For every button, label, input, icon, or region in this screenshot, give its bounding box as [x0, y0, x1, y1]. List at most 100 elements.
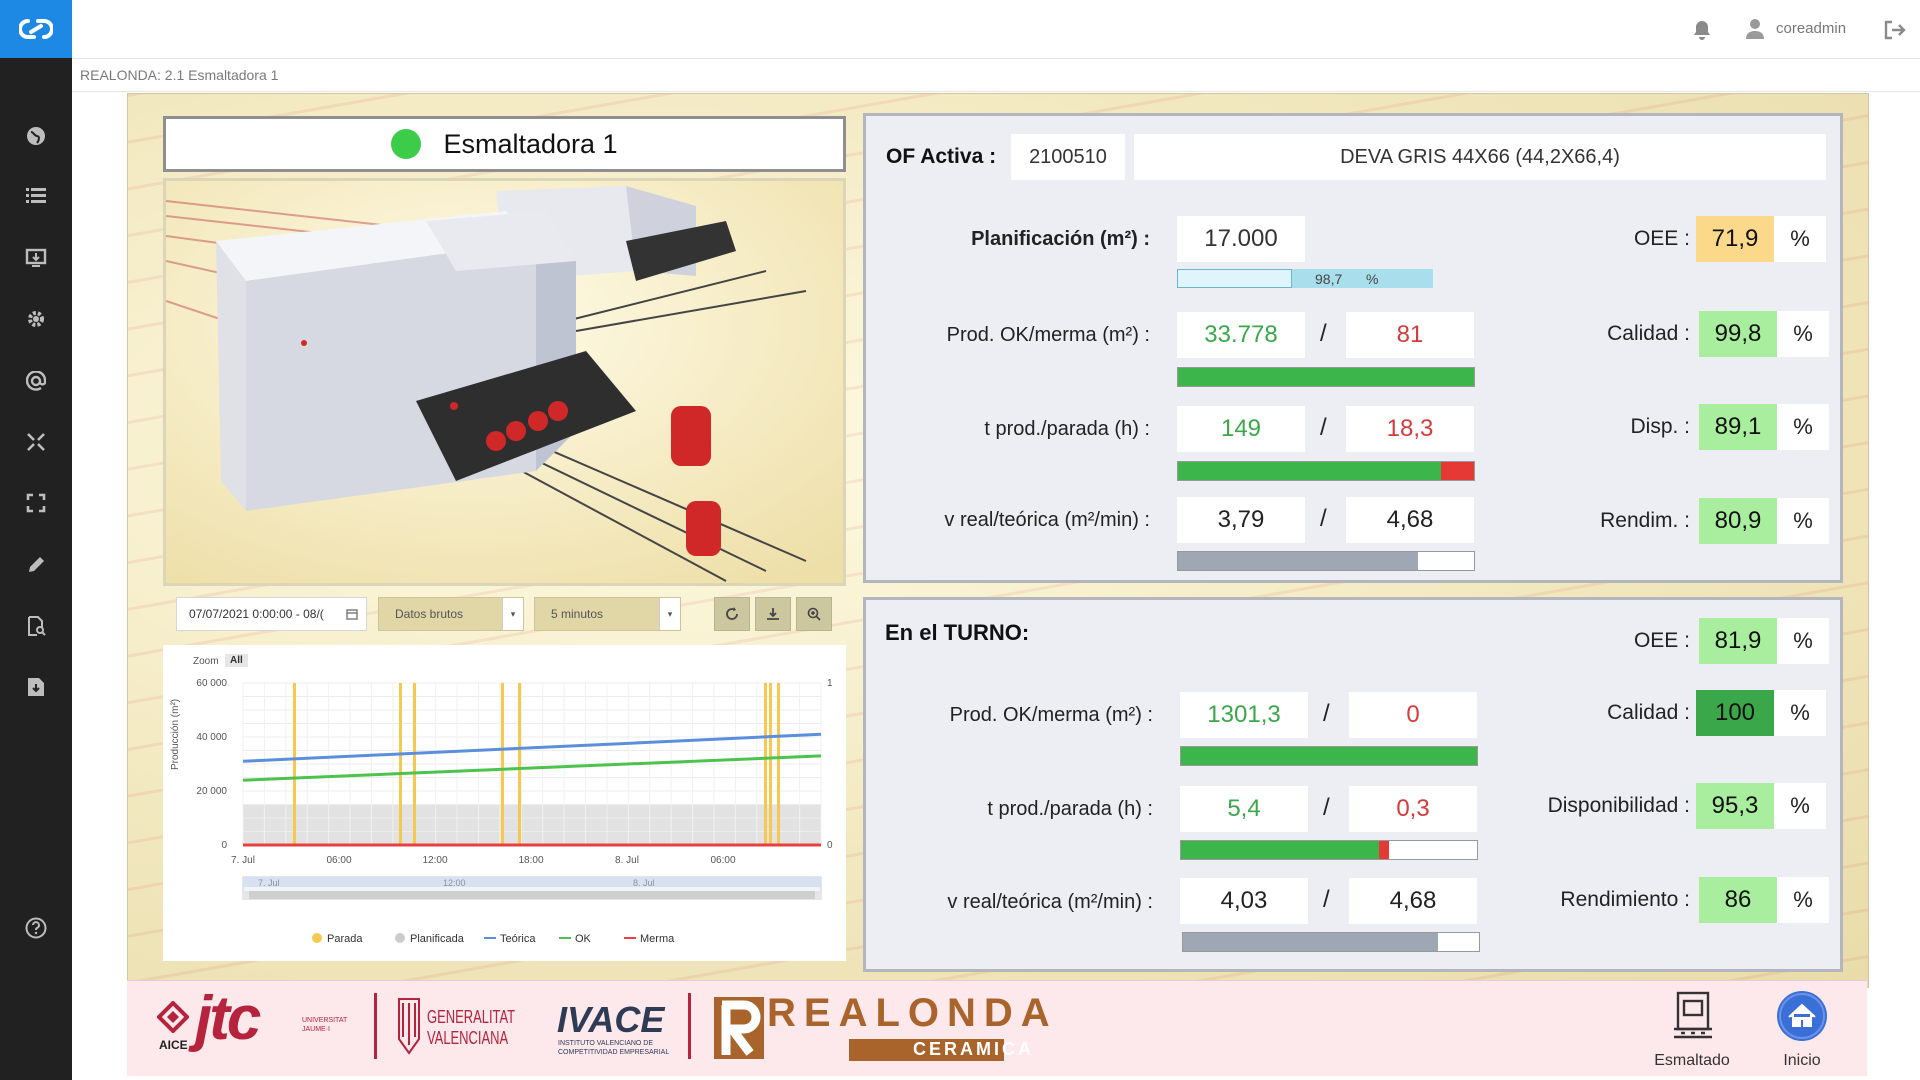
gv-text-1: GENERALITAT — [427, 1007, 516, 1027]
of-number: 2100510 — [1011, 134, 1125, 180]
stop-band — [293, 683, 296, 845]
logout-icon[interactable] — [1884, 20, 1906, 40]
gv-text-2: VALENCIANA — [427, 1028, 509, 1048]
speed-fill — [1178, 552, 1418, 570]
kpi-unit: % — [1774, 216, 1826, 262]
chevron-down-icon[interactable]: ▾ — [659, 598, 680, 630]
app-logo-icon — [19, 19, 53, 39]
footer: AICE jtc UNIVERSITAT JAUME·I GENERALITAT… — [127, 980, 1867, 1076]
help-icon[interactable] — [23, 915, 49, 941]
ivace-logo: IVACE — [557, 999, 665, 1040]
machine-title-box: Esmaltadora 1 — [163, 116, 846, 172]
download-button[interactable] — [755, 597, 791, 631]
realonda-mark — [714, 997, 764, 1059]
app-logo-button[interactable] — [0, 0, 72, 58]
speed-real-value: 3,79 — [1177, 497, 1305, 543]
navigator-tick-label: 8. Jul — [633, 878, 655, 888]
pencil-icon[interactable] — [23, 552, 49, 578]
chart-plot: 60 000 40 000 20 000 0 1 0 7. Jul 06:00 12:00 18:… — [196, 678, 833, 945]
shift-speed-ratio-bar — [1182, 932, 1480, 952]
divider — [374, 993, 377, 1059]
refresh-button[interactable] — [714, 597, 750, 631]
refresh-icon — [726, 607, 738, 620]
stop-band — [769, 683, 772, 845]
kpi-value: 86 — [1699, 877, 1777, 923]
navigator-scroll-thumb — [249, 891, 815, 899]
esmaltado-label: Esmaltado — [1654, 1052, 1730, 1069]
separator: / — [1320, 505, 1327, 532]
time-stop-fill — [1441, 462, 1474, 480]
expand-icon[interactable] — [23, 490, 49, 516]
kpi-unit: % — [1774, 783, 1826, 829]
gv-shield-icon — [398, 998, 420, 1055]
legend-item: Teórica — [500, 933, 536, 945]
x-tick-label: 18:00 — [518, 855, 543, 866]
kpi-unit: % — [1777, 404, 1829, 450]
of-label: OF Activa : — [886, 145, 997, 168]
username[interactable]: coreadmin — [1776, 20, 1847, 37]
download-document-icon[interactable] — [23, 674, 49, 700]
prod-merma-value: 81 — [1346, 312, 1474, 358]
y2-tick-label: 1 — [827, 678, 833, 689]
speed-label: v real/teórica (m²/min) : — [944, 509, 1150, 531]
x-tick-label: 7. Jul — [231, 855, 255, 866]
y2-tick-label: 0 — [827, 840, 833, 851]
shift-speed-real-value: 4,03 — [1180, 878, 1308, 924]
kpi-label: Calidad : — [1607, 701, 1690, 724]
kpi-unit: % — [1774, 690, 1826, 736]
inicio-label: Inicio — [1783, 1052, 1821, 1069]
home-icon — [1777, 991, 1827, 1041]
plan-value: 17.000 — [1177, 216, 1305, 262]
realonda-logo: REALONDA — [767, 991, 1058, 1035]
plan-label: Planificación (m²) : — [971, 228, 1150, 250]
sidebar — [0, 58, 72, 1080]
shift-prod-ok-fill — [1181, 747, 1477, 765]
machine-image — [163, 178, 846, 586]
stop-band — [777, 683, 780, 845]
shift-speed-theo-value: 4,68 — [1349, 878, 1477, 924]
data-type-select[interactable]: Datos brutos ▾ — [378, 597, 524, 631]
machine-illustration — [166, 181, 843, 583]
status-indicator — [391, 129, 422, 159]
kpi-unit: % — [1777, 311, 1829, 357]
x-tick-label: 06:00 — [710, 855, 735, 866]
x-tick-label: 8. Jul — [615, 855, 639, 866]
interval-select[interactable]: 5 minutos ▾ — [534, 597, 681, 631]
plan-percent-unit: % — [1366, 271, 1379, 287]
zoom-all-button[interactable]: All — [225, 654, 248, 667]
zoom-button[interactable] — [796, 597, 832, 631]
kpi-value: 71,9 — [1696, 216, 1774, 262]
monitor-icon[interactable] — [23, 245, 49, 271]
inicio-nav-button[interactable]: Inicio — [1767, 987, 1837, 1075]
time-stop-value: 18,3 — [1346, 406, 1474, 452]
separator: / — [1323, 700, 1330, 727]
breadcrumb: REALONDA: 2.1 Esmaltadora 1 — [80, 67, 279, 83]
esmaltado-nav-button[interactable]: Esmaltado — [1652, 987, 1732, 1075]
date-range-input[interactable]: 07/07/2021 0:00:00 - 08/( — [176, 597, 367, 631]
kpi-unit: % — [1777, 877, 1829, 923]
kpi-unit: % — [1777, 498, 1829, 544]
navigator-series — [243, 877, 821, 887]
globe-icon[interactable] — [23, 123, 49, 149]
kpi-value: 100 — [1696, 690, 1774, 736]
gear-icon[interactable] — [23, 306, 49, 332]
shift-prod-ratio-bar — [1180, 746, 1478, 766]
series-line-3 — [242, 754, 822, 782]
kpi-value: 80,9 — [1699, 498, 1777, 544]
x-tick-label: 12:00 — [422, 855, 447, 866]
compress-icon[interactable] — [23, 429, 49, 455]
bell-icon[interactable] — [1692, 19, 1712, 41]
zoom-in-icon — [807, 607, 821, 621]
aice-logo — [157, 1001, 189, 1033]
shift-title: En el TURNO: — [885, 620, 1030, 645]
calendar-icon[interactable] — [346, 608, 358, 620]
at-icon[interactable] — [23, 368, 49, 394]
shift-time-prod-value: 5,4 — [1180, 786, 1308, 832]
time-prod-fill — [1178, 462, 1442, 480]
aice-text: AICE — [159, 1038, 188, 1052]
chevron-down-icon[interactable]: ▾ — [502, 598, 523, 630]
stop-band — [518, 683, 521, 845]
separator: / — [1320, 414, 1327, 441]
search-document-icon[interactable] — [23, 613, 49, 639]
list-icon[interactable] — [23, 183, 49, 209]
